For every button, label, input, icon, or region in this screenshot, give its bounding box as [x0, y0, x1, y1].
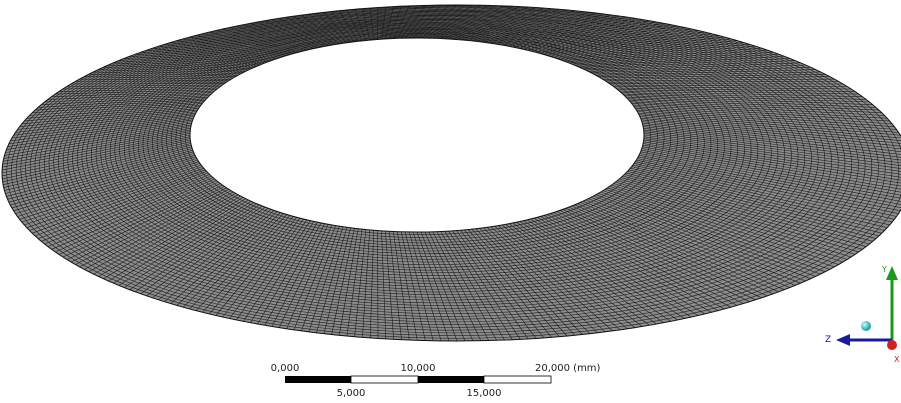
scale-label: 10,000	[401, 363, 436, 374]
x-label: X	[894, 355, 900, 364]
scale-label: 0,000	[271, 363, 300, 374]
scale-segment	[418, 376, 484, 383]
scale-bar: 0,000 10,000 20,000 (mm) 5,000 15,000	[271, 363, 601, 399]
scale-segment	[484, 376, 551, 383]
x-axis-dot	[887, 340, 897, 350]
scale-label: 5,000	[337, 388, 366, 399]
scale-label: 20,000 (mm)	[535, 363, 601, 374]
viewport: 0,000 10,000 20,000 (mm) 5,000 15,000 Y …	[0, 0, 901, 403]
scale-segment	[285, 376, 351, 383]
z-label: Z	[825, 335, 831, 345]
z-arrow-head	[836, 334, 850, 346]
mesh	[2, 5, 901, 341]
scale-segment	[351, 376, 418, 383]
y-label: Y	[881, 265, 887, 274]
scale-label: 15,000	[467, 388, 502, 399]
axis-triad: Y Z X	[825, 265, 900, 364]
view-sphere[interactable]	[861, 321, 871, 331]
y-arrow-head	[886, 266, 898, 280]
